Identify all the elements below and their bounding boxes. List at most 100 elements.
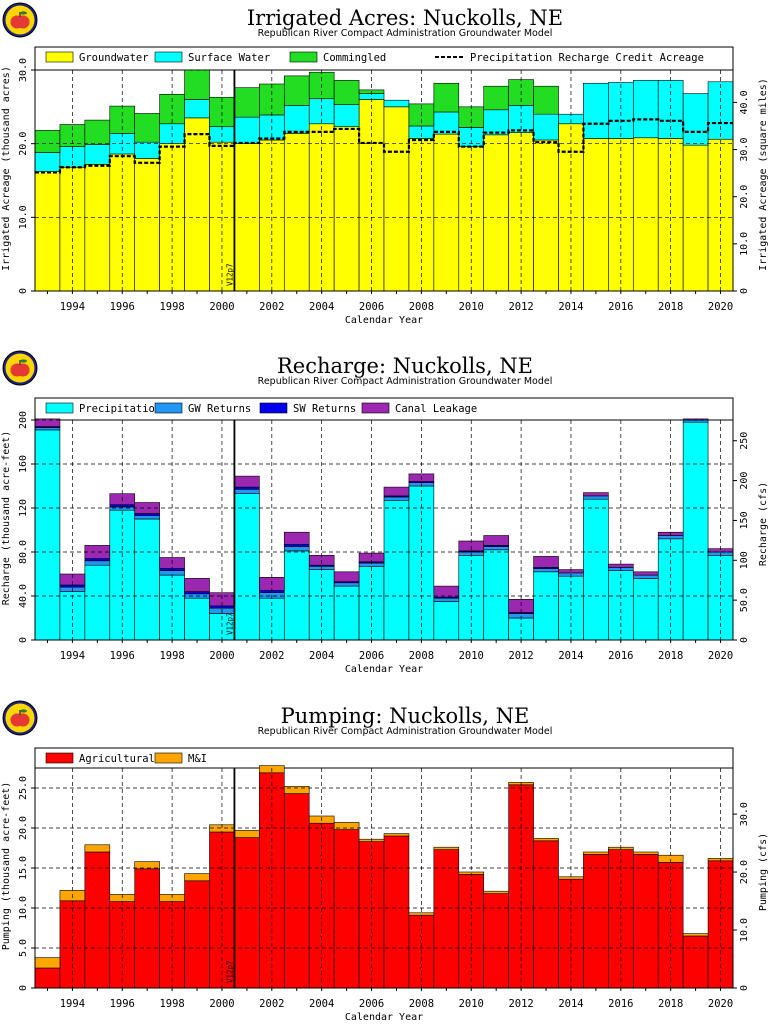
y-tick-label: 200: [18, 411, 29, 429]
bar-segment: [134, 518, 160, 641]
x-tick-label: 1996: [110, 301, 135, 313]
bar-segment: [184, 578, 210, 592]
bar-segment: [433, 601, 460, 641]
y-tick-label: 10.0: [18, 896, 29, 920]
x-axis-label: Calendar Year: [345, 1012, 423, 1023]
bar-segment: [84, 844, 111, 853]
y2-tick-label: 0: [739, 985, 750, 991]
bar-segment: [333, 571, 360, 582]
bar-segment: [433, 846, 460, 850]
bar-segment: [234, 475, 260, 488]
y-tick-label: 80.0: [18, 540, 29, 564]
x-tick-label: 2014: [558, 650, 583, 662]
bar-segment: [333, 822, 360, 830]
bar-segment: [234, 116, 260, 144]
bar-segment: [333, 585, 360, 641]
bar-segment: [433, 597, 460, 602]
legend-label: GW Returns: [188, 403, 251, 415]
bar-segment: [59, 584, 86, 588]
plot-border: [34, 397, 734, 641]
bar-segment: [533, 113, 559, 141]
x-tick-label: 2002: [259, 301, 284, 313]
bar-segment: [134, 513, 160, 517]
y-tick-label: 15.0: [18, 856, 29, 880]
y-tick-label: 0: [18, 985, 29, 991]
legend-label: Commingled: [323, 52, 386, 64]
bar-segment: [383, 496, 410, 501]
bar-segment: [283, 75, 310, 106]
bar-segment: [259, 139, 285, 292]
plot-border: [34, 46, 734, 292]
version-marker-label: V12p7: [225, 612, 234, 635]
y2-tick-label: 150: [739, 511, 750, 529]
legend-label: Groundwater: [79, 52, 149, 64]
y-tick-label: 25.0: [18, 776, 29, 800]
bar-segment: [433, 849, 460, 989]
legend-swatch: [45, 402, 74, 414]
x-tick-label: 2018: [658, 998, 683, 1010]
bar-segment: [483, 109, 509, 136]
bar-segment: [383, 486, 410, 497]
apple-stem: [19, 12, 21, 17]
bar-segment: [608, 563, 634, 568]
x-tick-label: 2006: [359, 998, 384, 1010]
bar-segment: [184, 69, 210, 100]
chart-panel-1: Irrigated Acres: Nuckolls, NERepublican …: [1, 2, 768, 326]
apple-leaf: [20, 709, 27, 713]
apple-stem: [19, 710, 21, 715]
y2-tick-label: 50.0: [739, 588, 750, 612]
bar-segment: [483, 134, 509, 292]
bar-segment: [34, 152, 61, 172]
bar-segment: [209, 605, 235, 609]
bar-segment: [533, 571, 559, 641]
bar-segment: [134, 158, 160, 292]
bar-segment: [333, 80, 360, 105]
legend-label: Surface Water: [188, 52, 270, 64]
bar-segment: [383, 835, 410, 989]
bar-segment: [533, 568, 559, 573]
bar-segment: [632, 137, 659, 292]
x-tick-label: 2008: [409, 650, 434, 662]
bar-segment: [34, 130, 61, 153]
x-tick-label: 2000: [209, 650, 234, 662]
bar-segment: [84, 560, 111, 566]
x-tick-label: 1998: [159, 301, 184, 313]
x-tick-label: 2010: [459, 301, 484, 313]
legend-swatch: [45, 51, 74, 63]
apple-leaf: [20, 359, 27, 363]
chart-subtitle: Republican River Compact Administration …: [258, 28, 553, 39]
x-tick-label: 1998: [159, 650, 184, 662]
version-marker-label: V12p7: [225, 263, 234, 286]
bar-segment: [583, 498, 609, 641]
bar-segment: [283, 133, 310, 292]
y-axis-label: Pumping (thousand acre-feet): [1, 782, 12, 951]
bar-segment: [632, 571, 659, 576]
apple-right: [16, 713, 30, 727]
bar-segment: [184, 873, 210, 882]
x-tick-label: 1996: [110, 998, 135, 1010]
bar-segment: [159, 574, 185, 641]
x-tick-label: 2018: [658, 301, 683, 313]
legend-swatch: [154, 752, 183, 764]
y-tick-label: 0: [18, 288, 29, 294]
bar-segment: [283, 105, 310, 134]
bar-segment: [558, 876, 584, 880]
y2-tick-label: 100: [739, 551, 750, 569]
bar-segment: [34, 957, 61, 969]
bar-segment: [458, 106, 485, 128]
bar-segment: [283, 550, 310, 641]
bar-segment: [383, 833, 410, 837]
bar-segment: [234, 486, 260, 490]
legend-label: Canal Leakage: [395, 403, 477, 415]
y2-tick-label: 250: [739, 432, 750, 450]
bar-segment: [583, 492, 609, 497]
bar-segment: [583, 138, 609, 292]
x-tick-label: 2008: [409, 998, 434, 1010]
legend-swatch: [259, 402, 288, 414]
bar-segment: [184, 117, 210, 292]
bar-segment: [483, 890, 509, 894]
bar-segment: [433, 585, 460, 598]
bar-segment: [533, 838, 559, 842]
x-tick-label: 2020: [708, 998, 733, 1010]
bar-segment: [134, 113, 160, 143]
